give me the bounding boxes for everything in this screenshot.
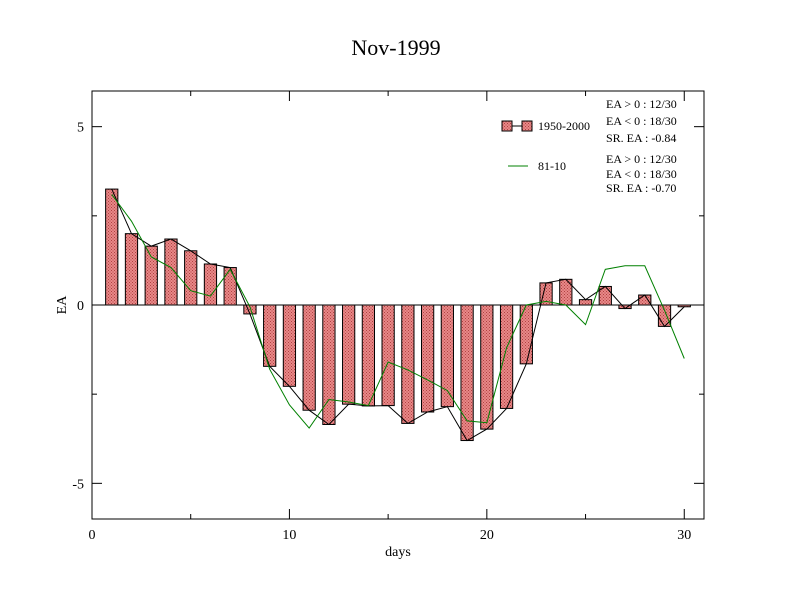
bar-day-5 — [184, 250, 198, 306]
bar-day-28 — [638, 294, 652, 306]
line-series-1950-2000 — [111, 188, 685, 442]
bar-day-2 — [124, 233, 139, 306]
stat-negative-1950-2000: EA < 0 : 18/30 — [606, 114, 677, 128]
bar-day-16 — [401, 304, 415, 424]
stat-positive-1950-2000: EA > 0 : 12/30 — [606, 97, 677, 111]
legend-label-81-10: 81-10 — [538, 159, 566, 173]
bar-day-17 — [420, 304, 435, 413]
bar-day-21 — [499, 304, 514, 409]
x-tick-label-20: 20 — [480, 528, 494, 543]
stat-sr-1950-2000: SR. EA : -0.84 — [606, 131, 676, 145]
legend: 1950-2000 81-10 EA > 0 : 12/30 EA < 0 : … — [501, 97, 677, 195]
bar-day-29 — [657, 304, 672, 327]
y-axis-label: EA — [55, 295, 70, 315]
stat-positive-81-10: EA > 0 : 12/30 — [606, 152, 677, 166]
bar-day-3 — [144, 245, 158, 306]
line-series-81-10 — [111, 194, 685, 429]
bar-day-20 — [480, 304, 494, 430]
legend-item-1950-2000: 1950-2000 — [501, 119, 590, 133]
bar-day-10 — [282, 304, 297, 387]
x-tick-label-30: 30 — [677, 528, 691, 543]
legend-swatch-bar-left — [501, 120, 513, 132]
stats-block-81-10: EA > 0 : 12/30 EA < 0 : 18/30 SR. EA : -… — [606, 152, 677, 195]
bar-day-15 — [381, 304, 395, 407]
y-tick-label--5: -5 — [72, 477, 84, 492]
bar-day-6 — [203, 263, 218, 306]
bar-day-7 — [223, 267, 237, 306]
stats-block-1950-2000: EA > 0 : 12/30 EA < 0 : 18/30 SR. EA : -… — [606, 97, 677, 145]
stat-sr-81-10: SR. EA : -0.70 — [606, 181, 676, 195]
bar-day-1 — [105, 188, 119, 306]
legend-label-1950-2000: 1950-2000 — [538, 119, 590, 133]
legend-swatch-bar-right — [521, 120, 533, 132]
stat-negative-81-10: EA < 0 : 18/30 — [606, 167, 677, 181]
x-tick-label-10: 10 — [282, 528, 296, 543]
bar-day-30 — [677, 304, 691, 308]
chart-title: Nov-1999 — [351, 35, 440, 60]
legend-item-81-10: 81-10 — [508, 159, 566, 173]
bar-day-14 — [361, 304, 376, 407]
y-tick-label-0: 0 — [77, 299, 84, 314]
bar-day-11 — [302, 304, 316, 411]
bar-day-25 — [578, 299, 593, 306]
x-axis-label: days — [385, 545, 411, 560]
y-tick-label-5: 5 — [77, 121, 84, 136]
x-tick-label-0: 0 — [89, 528, 96, 543]
bar-day-13 — [342, 304, 356, 405]
